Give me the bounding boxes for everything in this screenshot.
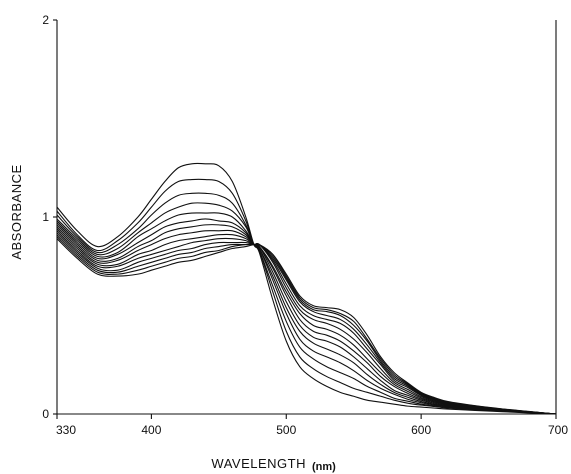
x-axis-unit: (nm) (312, 461, 336, 473)
series-line-1 (56, 162, 557, 415)
y-tick-label: 2 (42, 13, 49, 27)
axes (56, 20, 557, 415)
x-axis-label: WAVELENGTH (211, 456, 306, 471)
series-line-12 (56, 234, 557, 415)
x-tick-label: 600 (411, 423, 431, 437)
series-line-3 (56, 192, 557, 415)
series-line-7 (56, 224, 557, 415)
x-tick-label: 330 (56, 423, 76, 437)
y-axis-label: ABSORBANCE (9, 164, 24, 259)
series-line-14 (56, 238, 557, 415)
x-tick-label: 700 (548, 423, 568, 437)
series-line-11 (56, 232, 557, 415)
x-ticks: 330 400 500 600 700 (56, 414, 568, 437)
series-line-5 (56, 212, 557, 415)
series-line-6 (56, 218, 557, 415)
series-line-13 (56, 236, 557, 415)
series-line-8 (56, 226, 557, 415)
series-line-2 (56, 178, 557, 415)
series-line-9 (56, 228, 557, 415)
y-tick-label: 0 (42, 407, 49, 421)
x-tick-label: 400 (141, 423, 161, 437)
series-line-10 (56, 230, 557, 415)
x-tick-label: 500 (276, 423, 296, 437)
series-group (56, 162, 557, 415)
y-ticks: 0 1 2 (42, 13, 57, 421)
y-tick-label: 1 (42, 210, 49, 224)
series-line-4 (56, 202, 557, 415)
